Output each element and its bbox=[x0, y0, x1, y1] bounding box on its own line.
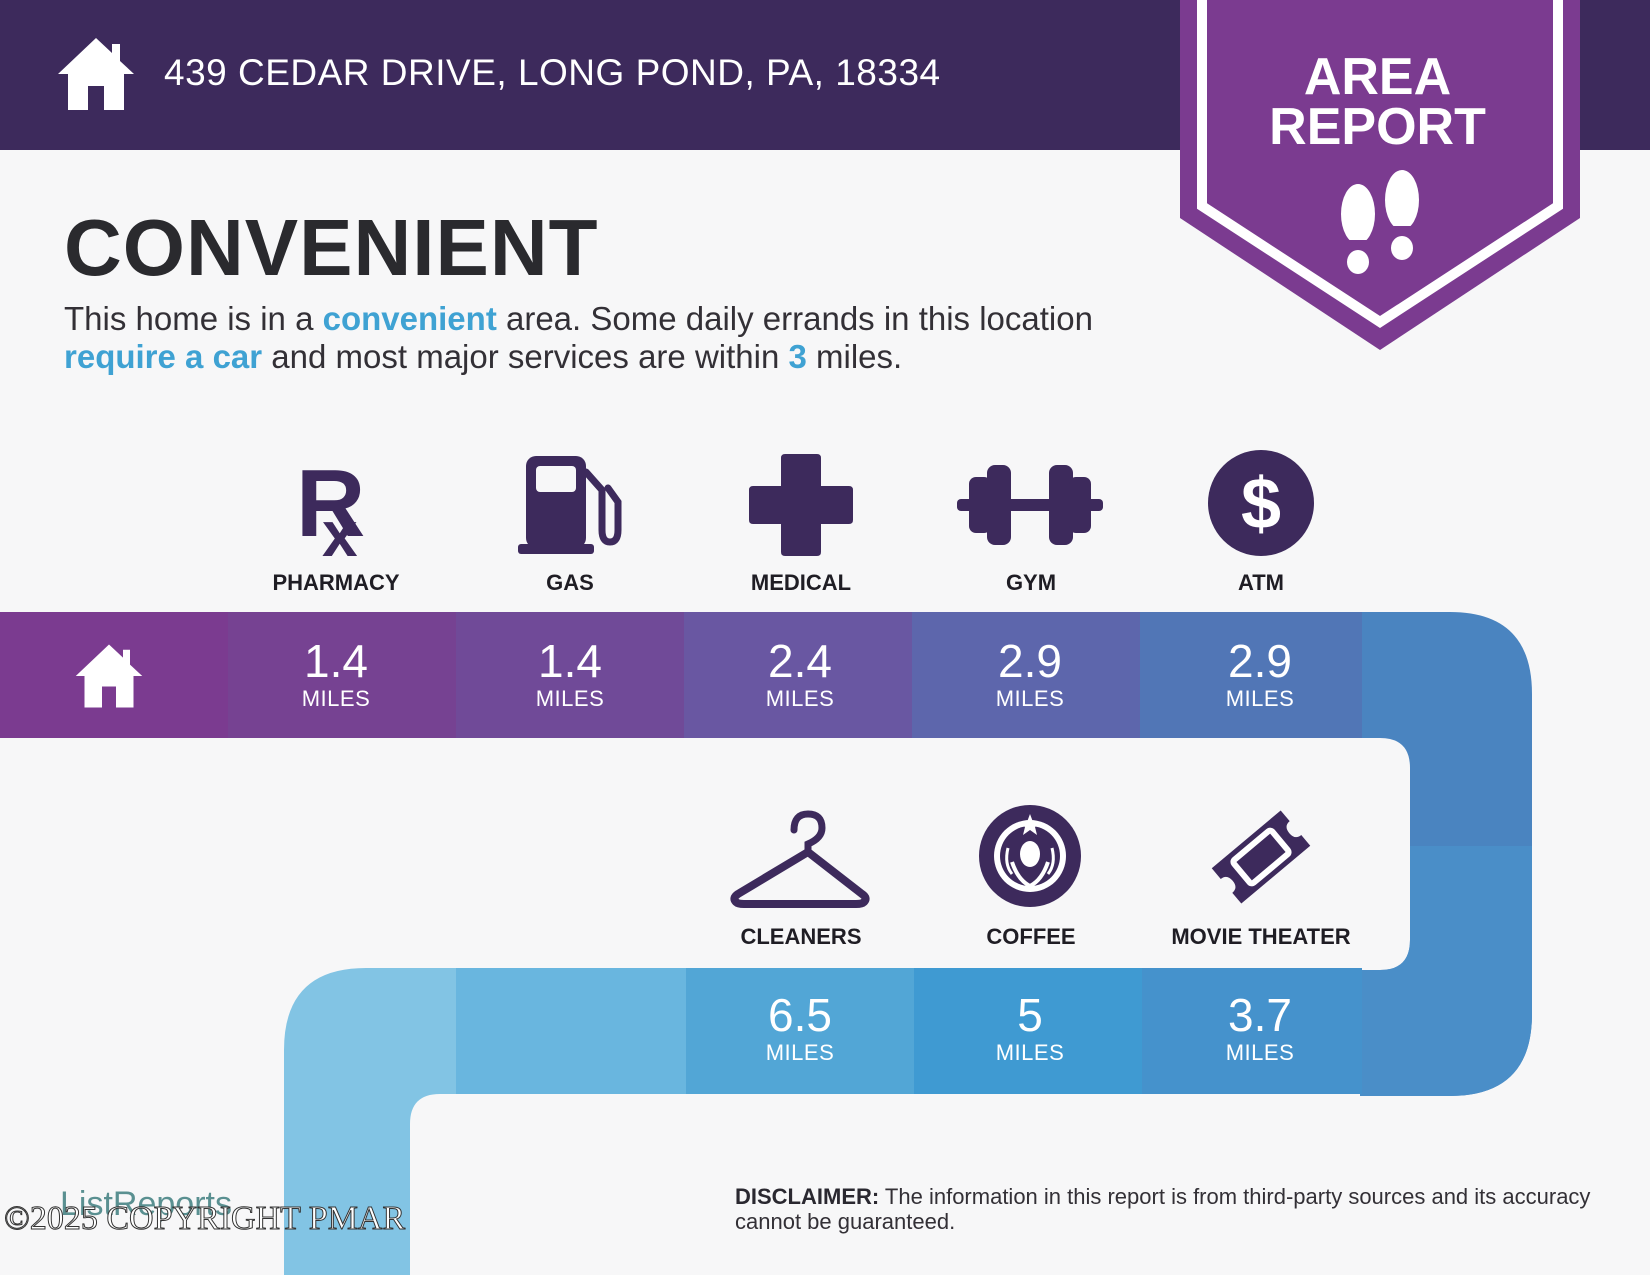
distance-pharmacy: 1.4 MILES bbox=[301, 635, 371, 711]
distance-medical: 2.4 MILES bbox=[765, 635, 835, 711]
distance-atm: 2.9 MILES bbox=[1225, 635, 1295, 711]
svg-text:$: $ bbox=[1241, 464, 1281, 544]
copyright-watermark: ©2025 COPYRIGHT PMAR bbox=[3, 1200, 406, 1238]
dumbbell-icon bbox=[957, 465, 1103, 545]
highlight-convenient: convenient bbox=[322, 300, 497, 337]
highlight-miles: 3 bbox=[788, 338, 807, 375]
distance-cell-cleaners bbox=[686, 968, 914, 1094]
gas-pump-icon bbox=[518, 456, 622, 554]
distance-cell-medical bbox=[684, 612, 912, 738]
disclaimer-text: The information in this report is from t… bbox=[735, 1184, 1591, 1234]
label-medical: MEDICAL bbox=[750, 570, 852, 595]
highlight-require-car: require a car bbox=[64, 338, 263, 375]
dollar-icon: $ bbox=[1208, 450, 1314, 556]
svg-text:R: R bbox=[296, 450, 365, 557]
distance-cell-movie-theater bbox=[1142, 968, 1362, 1094]
svg-text:x: x bbox=[322, 498, 358, 560]
label-pharmacy: PHARMACY bbox=[272, 570, 400, 595]
distance-cell-atm bbox=[1140, 612, 1362, 738]
ticket-icon bbox=[1211, 810, 1311, 904]
badge-title: AREA REPORT bbox=[1269, 48, 1486, 156]
brand-logo: ListReports bbox=[60, 1185, 232, 1223]
distance-movie-theater: 3.7 MILES bbox=[1225, 989, 1295, 1065]
hanger-icon bbox=[730, 810, 870, 908]
label-atm: ATM bbox=[1237, 570, 1285, 595]
label-coffee: COFFEE bbox=[986, 924, 1076, 949]
footprints-icon bbox=[1341, 170, 1419, 274]
property-address: 439 CEDAR DRIVE, LONG POND, PA, 18334 bbox=[164, 52, 941, 93]
distance-cell-pharmacy bbox=[228, 612, 456, 738]
label-cleaners: CLEANERS bbox=[740, 924, 862, 949]
home-icon bbox=[58, 38, 134, 110]
disclaimer-label: DISCLAIMER: bbox=[735, 1184, 880, 1209]
intro-text: This home is in a convenient area. Some … bbox=[64, 300, 1093, 375]
home-icon bbox=[75, 644, 143, 708]
headline: CONVENIENT bbox=[64, 203, 599, 292]
route-connector-right bbox=[1360, 612, 1532, 1096]
distance-cell-coffee bbox=[914, 968, 1142, 1094]
rx-icon: R x bbox=[296, 450, 365, 560]
label-gas: GAS bbox=[546, 570, 594, 595]
coffee-logo-icon bbox=[979, 805, 1081, 907]
area-report-badge bbox=[1180, 0, 1580, 350]
distance-coffee: 5 MILES bbox=[995, 989, 1065, 1065]
distance-cell-gas bbox=[456, 612, 684, 738]
medical-cross-icon bbox=[749, 454, 853, 556]
route-cell-empty bbox=[456, 968, 686, 1094]
route-connector-left bbox=[284, 968, 460, 1275]
disclaimer: DISCLAIMER: The information in this repo… bbox=[735, 1184, 1595, 1234]
distance-gas: 1.4 MILES bbox=[535, 635, 605, 711]
distance-gym: 2.9 MILES bbox=[995, 635, 1065, 711]
distance-cell-gym bbox=[912, 612, 1140, 738]
distance-cleaners: 6.5 MILES bbox=[765, 989, 835, 1065]
label-movie-theater: MOVIE THEATER bbox=[1171, 924, 1351, 949]
label-gym: GYM bbox=[1005, 570, 1057, 595]
